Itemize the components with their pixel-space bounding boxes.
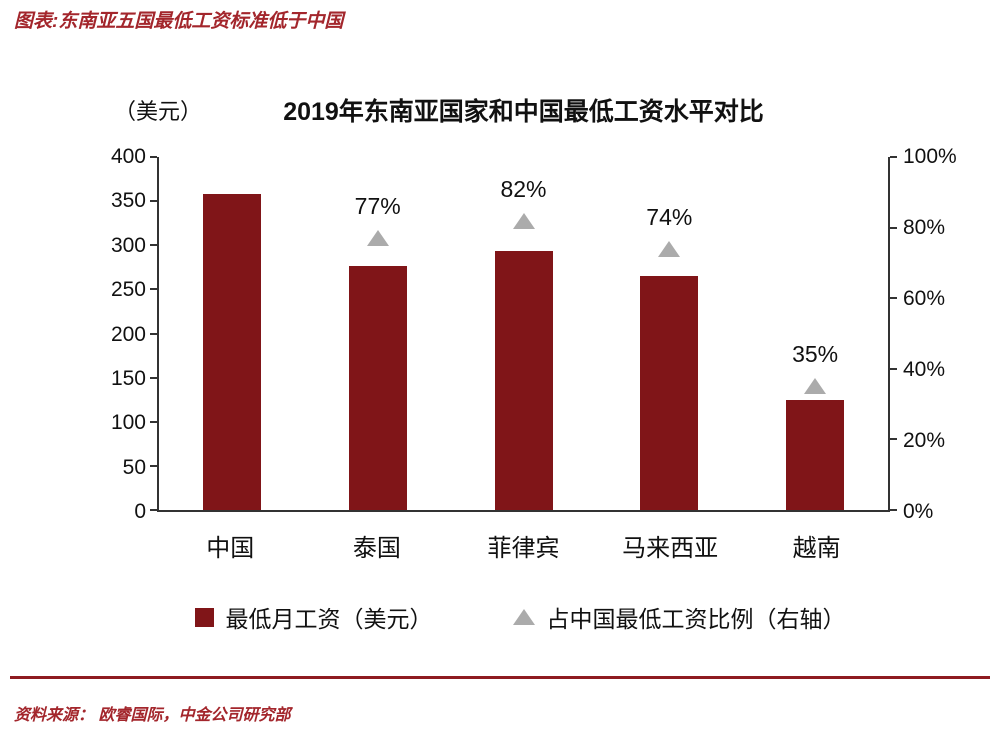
right-axis-tick-label: 40%: [903, 358, 946, 381]
category-label: 中国: [206, 535, 255, 562]
chart-title: 2019年东南亚国家和中国最低工资水平对比: [283, 98, 764, 126]
right-axis-tickmark: [890, 156, 897, 158]
right-axis-labels: 100% 80% 60% 40% 20% 0%: [903, 145, 993, 523]
legend-item-wage: 最低月工资（美元）: [194, 600, 433, 634]
right-axis-tick-label: 60%: [903, 287, 946, 310]
left-axis-labels: 400 350 300 250 200 150 100 50 0: [0, 145, 146, 523]
wage-square-icon: [194, 607, 214, 627]
ratio-value-label: 35%: [792, 341, 839, 368]
category-labels: 中国 泰国 菲律宾 马来西亚 越南: [157, 528, 890, 563]
left-axis-tickmark: [150, 509, 157, 511]
right-axis-tickmark: [890, 438, 897, 441]
left-axis-tickmark: [150, 420, 157, 423]
left-axis-tick-label: 350: [110, 189, 146, 213]
left-axis-tickmark: [150, 464, 157, 467]
left-axis-tick-label: 50: [122, 455, 146, 479]
left-axis-tick-label: 0: [134, 500, 146, 523]
ratio-value-label: 77%: [354, 193, 401, 220]
wage-bar: [348, 266, 407, 510]
wage-bar: [494, 250, 553, 510]
right-axis-tickmark: [890, 226, 897, 229]
legend-ratio-label: 占中国最低工资比例（右轴）: [546, 606, 846, 632]
right-axis-tick-label: 0%: [903, 500, 934, 523]
ratio-marker-icon: [804, 378, 827, 395]
ratio-marker-icon: [512, 212, 535, 229]
category-label: 越南: [792, 535, 841, 562]
plot-area: 77% 82% 74% 35%: [150, 156, 897, 512]
legend: 最低月工资（美元） 占中国最低工资比例（右轴）: [100, 600, 940, 634]
ratio-value-label: 74%: [646, 203, 693, 230]
right-axis-tickmark: [890, 297, 897, 300]
left-axis-tick-label: 200: [110, 322, 146, 346]
left-axis-tickmark: [150, 288, 157, 291]
left-axis-tick-label: 250: [110, 278, 146, 302]
left-axis-tick-label: 300: [110, 233, 146, 257]
category-label: 泰国: [352, 535, 401, 562]
right-axis-tick-label: 80%: [903, 216, 946, 239]
category-label: 菲律宾: [487, 535, 560, 562]
left-axis-tick-label: 100: [110, 411, 146, 435]
left-axis-tickmark: [150, 156, 157, 158]
ratio-marker-icon: [366, 230, 389, 247]
wage-bar: [640, 276, 699, 510]
legend-wage-label: 最低月工资（美元）: [225, 606, 433, 632]
legend-item-ratio: 占中国最低工资比例（右轴）: [512, 600, 846, 634]
figure-title: 图表:东南亚五国最低工资标准低于中国: [14, 11, 344, 32]
left-axis-tickmark: [150, 332, 157, 335]
left-axis-unit-label: （美元）: [114, 99, 203, 124]
source-divider: [10, 676, 990, 679]
left-axis-tickmark: [150, 376, 157, 379]
right-axis-tickmark: [890, 367, 897, 370]
ratio-value-label: 82%: [500, 175, 547, 202]
category-label: 马来西亚: [622, 535, 719, 562]
left-axis-tick-label: 150: [110, 366, 146, 390]
ratio-marker-icon: [658, 240, 681, 257]
left-axis-tick-label: 400: [110, 145, 146, 168]
source-note: 资料来源： 欧睿国际，中金公司研究部: [14, 707, 291, 724]
right-axis-tick-label: 100%: [903, 145, 957, 168]
wage-bar: [202, 194, 261, 510]
left-axis-tickmark: [150, 244, 157, 247]
wage-bar: [786, 399, 845, 510]
ratio-triangle-icon: [512, 609, 535, 625]
left-axis-tickmark: [150, 200, 157, 203]
right-axis-tick-label: 20%: [903, 429, 946, 452]
right-axis-tickmark: [890, 509, 897, 511]
